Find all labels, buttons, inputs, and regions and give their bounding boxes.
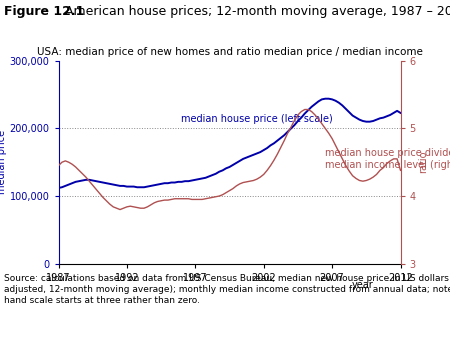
Y-axis label: median price: median price xyxy=(0,130,7,194)
Text: median house price (left scale): median house price (left scale) xyxy=(181,114,333,124)
Text: median house price divided by
median income level (right scale): median house price divided by median inc… xyxy=(325,148,450,170)
Text: Source: calculations based on data from US Census Bureau; median new house price: Source: calculations based on data from … xyxy=(4,274,450,305)
Text: American house prices; 12-month moving average, 1987 – 2012: American house prices; 12-month moving a… xyxy=(61,5,450,18)
Y-axis label: ratio: ratio xyxy=(418,151,428,173)
Title: USA: median price of new homes and ratio median price / median income: USA: median price of new homes and ratio… xyxy=(36,47,423,57)
Text: Figure 12.1: Figure 12.1 xyxy=(4,5,85,18)
Text: year: year xyxy=(351,280,373,290)
